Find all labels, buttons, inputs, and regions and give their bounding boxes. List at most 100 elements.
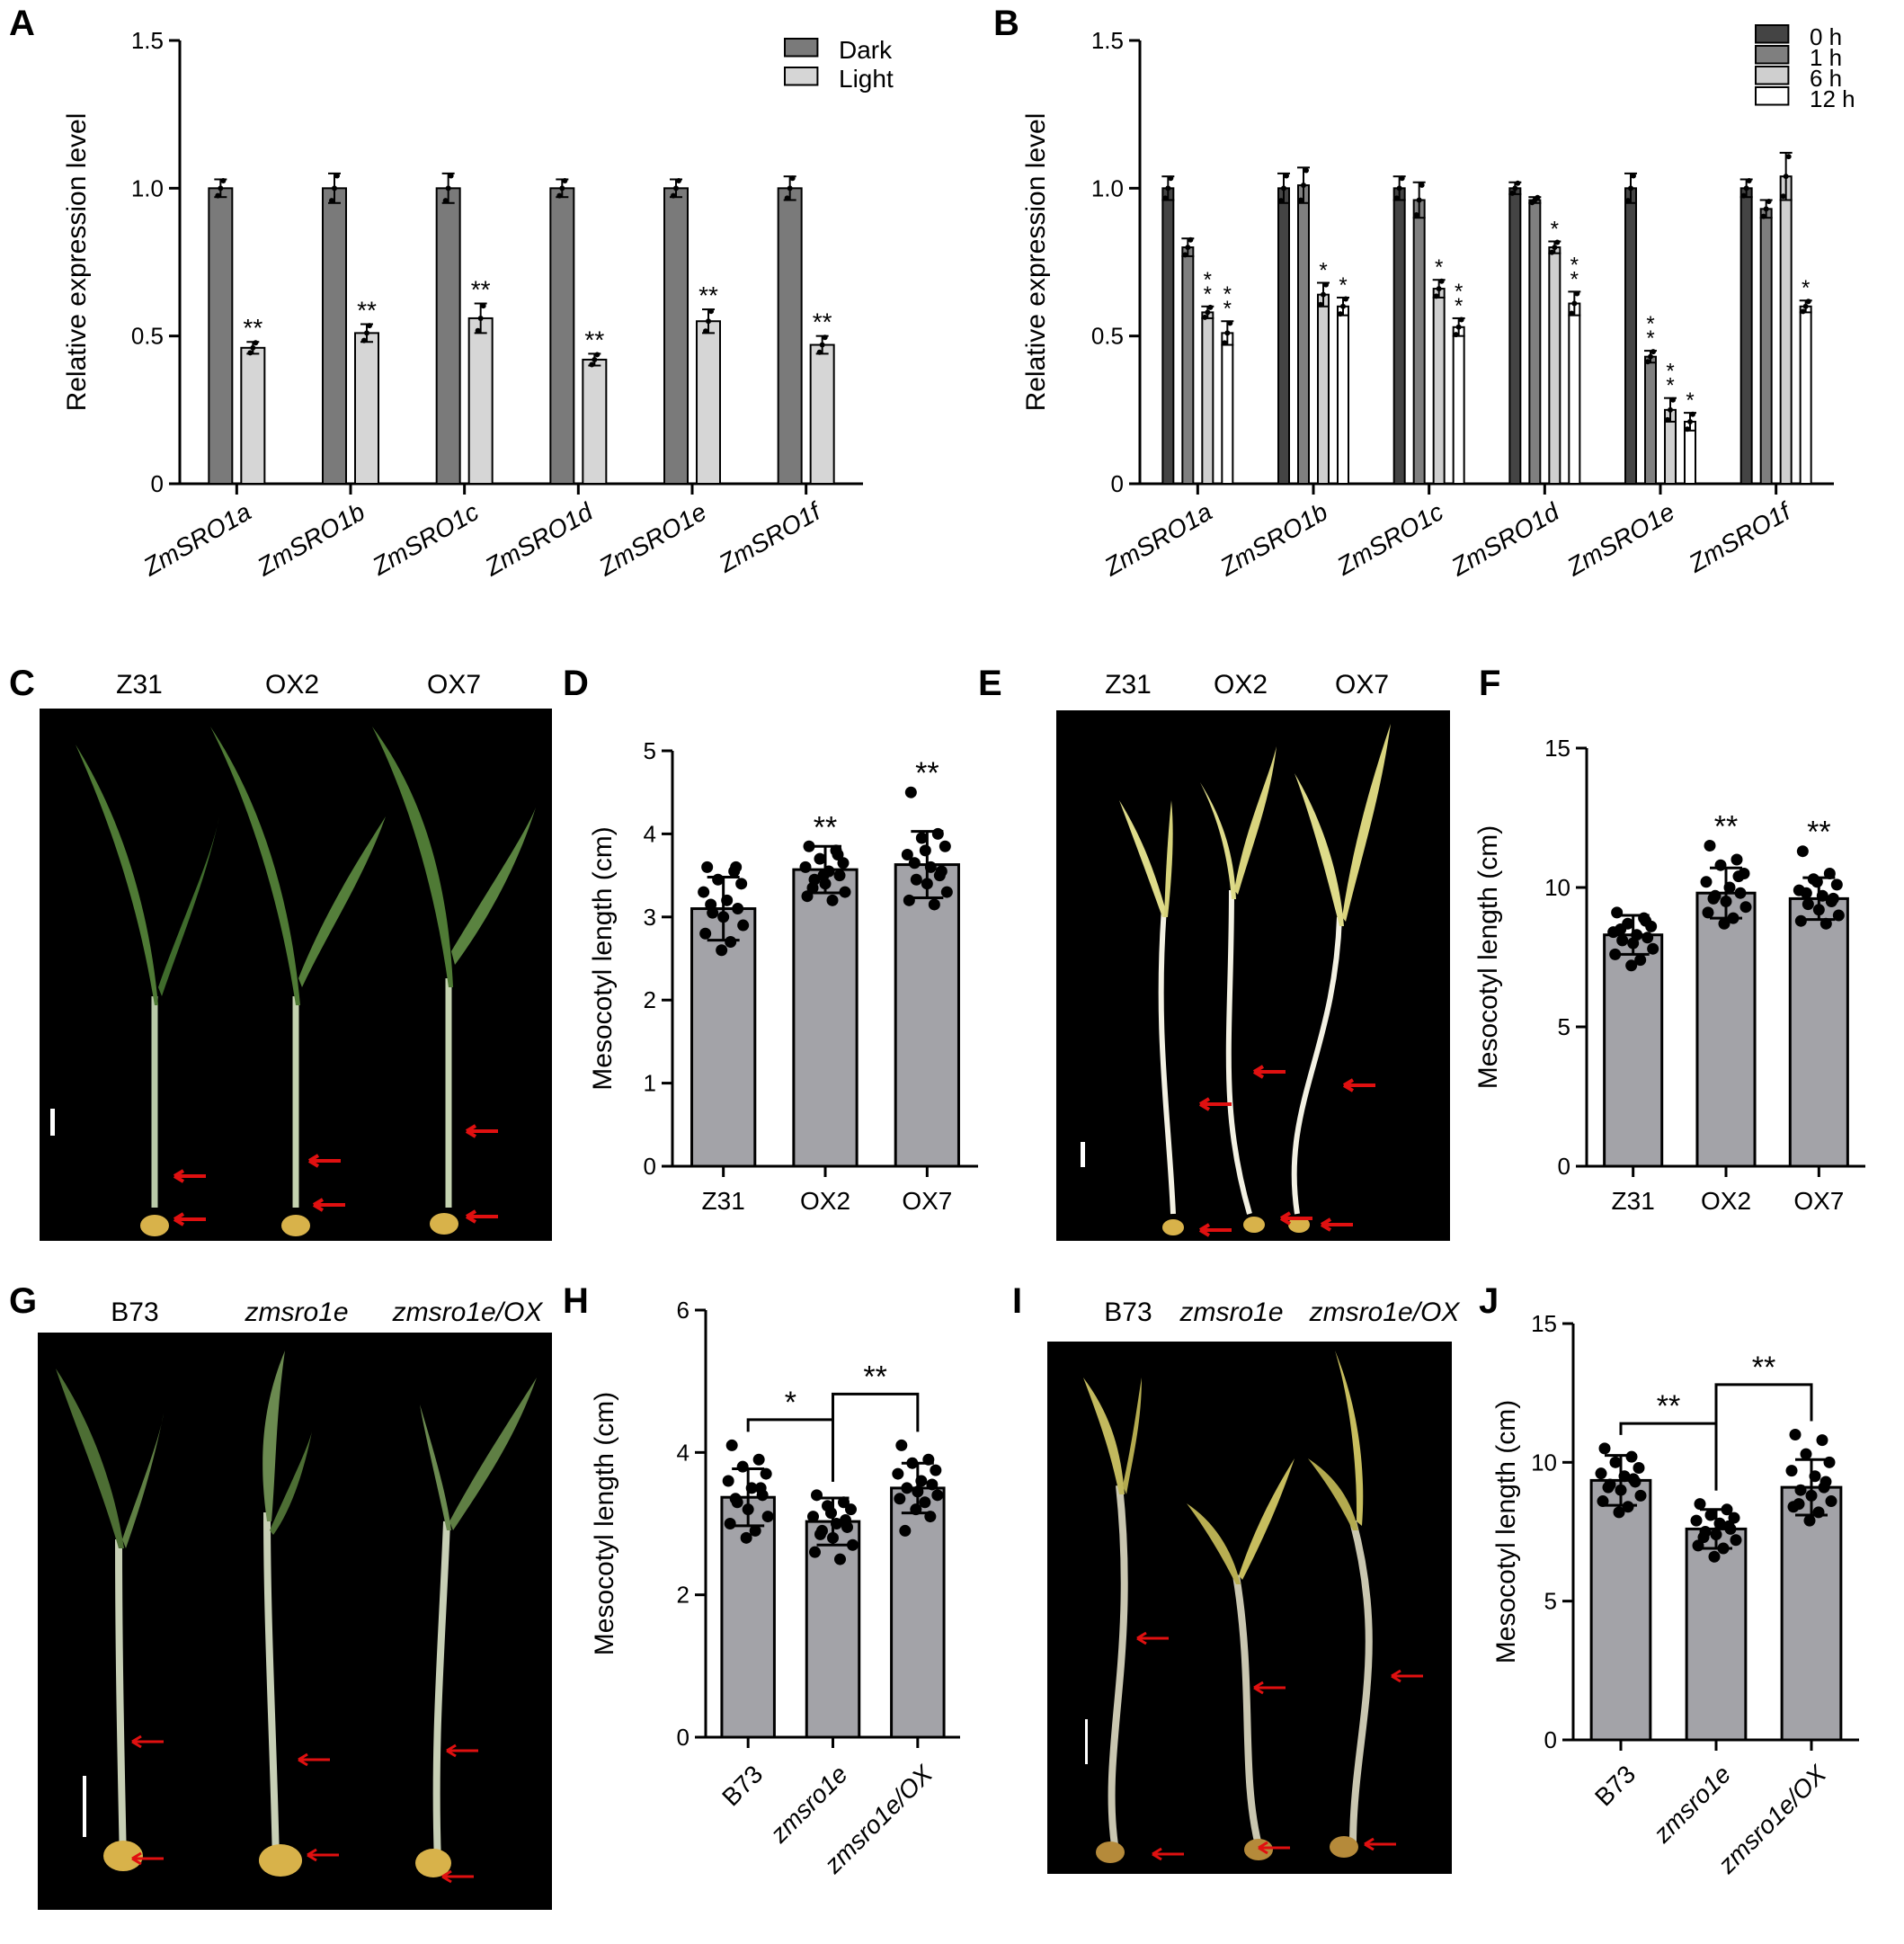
bar bbox=[582, 358, 608, 485]
arrow-icon bbox=[1136, 1631, 1169, 1645]
data-point bbox=[725, 936, 737, 949]
data-point bbox=[1323, 281, 1329, 288]
bar bbox=[1161, 187, 1175, 485]
bar bbox=[1624, 187, 1637, 485]
data-point bbox=[334, 173, 340, 179]
plant-leaf bbox=[262, 1351, 285, 1521]
bar bbox=[1568, 302, 1581, 485]
significance-label: ** bbox=[1455, 280, 1463, 318]
bar bbox=[1412, 199, 1426, 485]
bar bbox=[1739, 187, 1753, 485]
panel-letter-d: D bbox=[563, 664, 589, 703]
data-point bbox=[1731, 853, 1743, 866]
bar bbox=[322, 187, 347, 485]
panel-letter-g: G bbox=[9, 1281, 38, 1321]
data-point bbox=[1628, 185, 1633, 192]
data-point bbox=[784, 195, 790, 201]
bar bbox=[1528, 199, 1542, 485]
data-point bbox=[1794, 914, 1807, 927]
plant-leaf bbox=[1200, 782, 1236, 899]
data-point bbox=[740, 1531, 752, 1544]
plant-leaf bbox=[122, 1413, 164, 1548]
data-point bbox=[928, 898, 940, 911]
data-point bbox=[247, 350, 254, 356]
data-point bbox=[930, 1464, 942, 1476]
data-point bbox=[1625, 1450, 1638, 1463]
arrow-icon bbox=[1364, 1837, 1396, 1851]
y-tick-label: 0.5 bbox=[131, 323, 164, 350]
y-tick-label: 1.5 bbox=[1091, 27, 1124, 54]
arrow-icon bbox=[1198, 1223, 1232, 1237]
data-point bbox=[1416, 197, 1422, 203]
data-point bbox=[919, 1496, 931, 1509]
data-point bbox=[1670, 397, 1676, 403]
category-label: ZmSRO1e bbox=[1561, 497, 1679, 581]
bar bbox=[354, 332, 379, 485]
bar bbox=[1297, 184, 1310, 485]
data-point bbox=[1458, 317, 1464, 323]
significance-mark: * bbox=[1204, 282, 1212, 307]
data-point bbox=[1549, 249, 1555, 255]
bar bbox=[208, 187, 234, 485]
data-point bbox=[901, 849, 913, 861]
bar bbox=[1508, 187, 1522, 485]
category-label: zmsro1e bbox=[1648, 1760, 1737, 1849]
category-label: ZmSRO1a bbox=[138, 497, 255, 581]
data-point bbox=[789, 175, 796, 182]
category-label: Z31 bbox=[702, 1187, 745, 1215]
data-point bbox=[825, 1507, 837, 1520]
arrow-icon bbox=[173, 1212, 206, 1226]
photo-i bbox=[1047, 1342, 1452, 1874]
bar bbox=[696, 320, 721, 485]
panel-letter-b: B bbox=[993, 4, 1019, 43]
y-tick-label: 0 bbox=[1544, 1726, 1557, 1753]
data-point bbox=[1805, 299, 1811, 305]
plant-stem bbox=[1158, 907, 1176, 1215]
y-tick-label: 0.5 bbox=[1091, 323, 1124, 350]
legend-label: 6 h bbox=[1810, 65, 1842, 92]
data-point bbox=[1794, 1484, 1807, 1496]
data-point bbox=[253, 340, 259, 346]
data-point bbox=[250, 344, 256, 351]
data-point bbox=[364, 330, 369, 336]
data-point bbox=[1746, 178, 1752, 184]
plant-seed bbox=[415, 1849, 451, 1877]
data-point bbox=[1436, 286, 1442, 292]
data-point bbox=[915, 832, 928, 844]
chart-f: 0 5 10 15 Mesocotyl length (cm) Z31 ** OX2 ** OX7 bbox=[1473, 735, 1865, 1215]
significance-label: ** bbox=[698, 281, 718, 309]
data-point bbox=[901, 1482, 913, 1494]
bar bbox=[435, 187, 461, 485]
data-point bbox=[722, 1475, 734, 1487]
category-label: ZmSRO1b bbox=[252, 497, 369, 581]
data-point bbox=[1647, 942, 1659, 955]
bar bbox=[1337, 305, 1349, 485]
arrow-icon bbox=[1279, 1211, 1312, 1226]
data-point bbox=[1303, 167, 1309, 174]
arrow-icon bbox=[131, 1851, 164, 1866]
data-point bbox=[847, 1538, 859, 1551]
bar bbox=[1548, 246, 1561, 485]
arrow-icon bbox=[465, 1209, 498, 1224]
significance-mark: * bbox=[1646, 326, 1654, 351]
data-point bbox=[1455, 324, 1462, 330]
data-point bbox=[1343, 296, 1348, 302]
category-label: ZmSRO1a bbox=[1099, 497, 1216, 581]
significance-mark: * bbox=[1666, 374, 1674, 398]
data-point bbox=[1602, 1481, 1615, 1494]
data-point bbox=[754, 1482, 767, 1494]
data-point bbox=[594, 352, 601, 358]
y-axis-label: Mesocotyl length (cm) bbox=[590, 1392, 619, 1655]
arrow-icon bbox=[1253, 1681, 1286, 1695]
data-point bbox=[1687, 418, 1693, 424]
scale-bar bbox=[50, 1109, 55, 1136]
data-point bbox=[1419, 182, 1425, 188]
significance-label: ** bbox=[1666, 360, 1674, 398]
data-point bbox=[735, 878, 748, 890]
plant-leaf bbox=[1234, 746, 1277, 895]
plant-leaf bbox=[1335, 1351, 1364, 1526]
data-point bbox=[1734, 887, 1747, 899]
y-tick-label: 2 bbox=[677, 1582, 690, 1609]
data-point bbox=[894, 1493, 906, 1505]
